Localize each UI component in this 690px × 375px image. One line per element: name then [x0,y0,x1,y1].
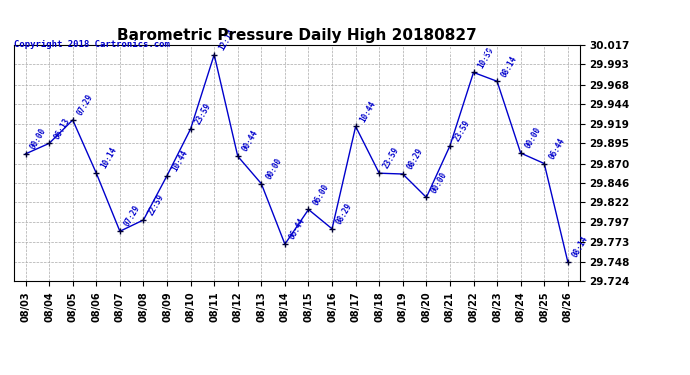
Text: 00:00: 00:00 [28,126,48,151]
Text: 00:00: 00:00 [429,170,448,195]
Text: 10:14: 10:14 [99,146,119,170]
Text: 00:00: 00:00 [524,126,543,150]
Text: Copyright 2018 Cartronics.com: Copyright 2018 Cartronics.com [14,40,170,49]
Text: 10:59: 10:59 [476,45,495,70]
Text: 06:13: 06:13 [52,116,71,141]
Text: 07:29: 07:29 [123,204,142,228]
Text: 23:59: 23:59 [193,102,213,126]
Text: 00:00: 00:00 [264,156,284,181]
Text: 22:59: 22:59 [146,193,166,217]
Text: 00:44: 00:44 [241,129,260,153]
Text: 06:44: 06:44 [288,217,307,242]
Text: 10:44: 10:44 [170,148,189,173]
Text: 08:29: 08:29 [335,201,354,226]
Text: 08:14: 08:14 [500,54,519,78]
Text: 06:00: 06:00 [311,182,331,207]
Title: Barometric Pressure Daily High 20180827: Barometric Pressure Daily High 20180827 [117,28,477,43]
Text: 23:59: 23:59 [382,146,402,170]
Text: 07:29: 07:29 [75,93,95,117]
Text: 08:14: 08:14 [571,235,590,259]
Text: 10:44: 10:44 [358,99,377,124]
Text: 08:29: 08:29 [406,147,425,171]
Text: 23:59: 23:59 [453,118,472,143]
Text: 12:14: 12:14 [217,27,236,52]
Text: 06:44: 06:44 [547,136,566,161]
